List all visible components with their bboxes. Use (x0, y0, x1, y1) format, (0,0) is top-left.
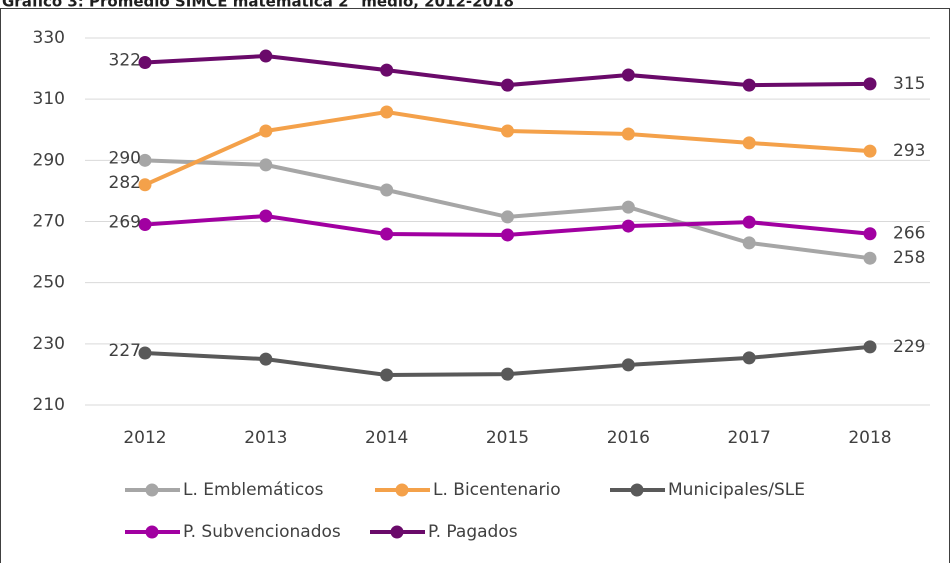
data-label: 290 (109, 148, 141, 168)
data-point (501, 124, 514, 138)
data-point (863, 144, 877, 158)
legend-marker (395, 483, 409, 497)
data-label: 282 (109, 173, 141, 193)
legend-marker (145, 525, 159, 539)
data-label: 293 (893, 141, 925, 161)
legend-label: Municipales/SLE (668, 480, 805, 500)
data-point (501, 228, 514, 242)
data-label: 269 (109, 213, 141, 233)
data-point (138, 55, 152, 69)
data-point (742, 136, 756, 150)
chart-frame (0, 8, 950, 567)
x-tick-label: 2018 (848, 428, 891, 448)
data-point (742, 78, 756, 92)
chart-title: Gráfico 3: Promedio SIMCE matemática 2° … (2, 0, 514, 11)
data-point (259, 352, 273, 366)
legend-label: P. Pagados (428, 522, 518, 542)
x-tick-label: 2014 (365, 428, 408, 448)
data-point (863, 251, 877, 265)
data-point (501, 367, 514, 381)
data-point (259, 49, 273, 63)
data-label: 266 (893, 224, 925, 244)
series-line (144, 109, 871, 187)
data-label: 315 (893, 74, 925, 94)
x-tick-label: 2013 (244, 428, 287, 448)
data-point (380, 105, 394, 119)
x-tick-label: 2016 (607, 428, 650, 448)
data-label: 227 (109, 341, 141, 361)
data-point (863, 227, 877, 241)
data-point (380, 368, 394, 382)
data-point (742, 236, 756, 250)
data-point (138, 218, 152, 232)
legend-marker (630, 483, 644, 497)
data-label: 258 (893, 248, 925, 268)
data-point (621, 68, 635, 82)
data-point (138, 178, 152, 192)
data-label: 322 (109, 50, 141, 70)
data-point (621, 219, 635, 233)
y-tick-label: 230 (33, 334, 65, 354)
data-point (621, 358, 635, 372)
data-point (501, 210, 514, 224)
data-point (380, 183, 394, 197)
y-tick-label: 250 (33, 273, 65, 293)
data-point (138, 153, 152, 167)
y-tick-label: 310 (33, 89, 65, 109)
x-tick-label: 2015 (486, 428, 529, 448)
data-point (742, 351, 756, 365)
y-tick-label: 330 (33, 28, 65, 48)
series-line (144, 158, 871, 261)
data-point (259, 124, 273, 138)
legend-marker (390, 525, 404, 539)
y-tick-label: 270 (33, 212, 65, 232)
data-point (501, 78, 514, 92)
data-point (742, 215, 756, 229)
data-point (621, 127, 635, 141)
data-label: 229 (893, 337, 925, 357)
data-point (259, 158, 273, 172)
data-point (380, 63, 394, 77)
data-point (138, 346, 152, 360)
legend-marker (145, 483, 159, 497)
x-tick-label: 2017 (728, 428, 771, 448)
data-point (621, 200, 635, 214)
data-point (259, 209, 273, 223)
legend-label: P. Subvencionados (183, 522, 341, 542)
legend-label: L. Emblemáticos (183, 480, 324, 500)
x-tick-label: 2012 (123, 428, 166, 448)
data-point (863, 77, 877, 91)
data-point (863, 340, 877, 354)
y-tick-label: 290 (33, 150, 65, 170)
y-tick-label: 210 (33, 395, 65, 415)
data-point (380, 227, 394, 241)
legend-label: L. Bicentenario (433, 480, 561, 500)
